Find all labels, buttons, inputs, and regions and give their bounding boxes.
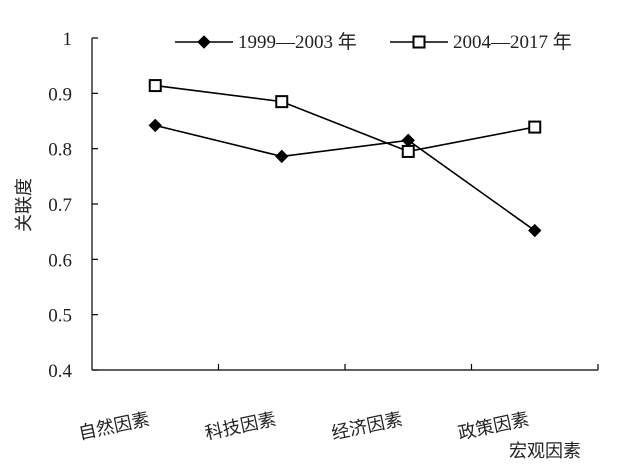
y-tick-label: 1: [63, 29, 73, 50]
category-label: 经济因素: [330, 409, 405, 445]
data-point-diamond: [197, 35, 211, 49]
y-tick-label: 0.6: [48, 250, 72, 271]
category-label: 政策因素: [456, 409, 531, 445]
series-1: [148, 118, 542, 238]
x-axis-title: 宏观因素: [509, 441, 581, 462]
data-point-diamond: [401, 133, 415, 148]
category-label: 科技因素: [203, 409, 278, 445]
axes: [91, 37, 599, 371]
category-label: 自然因素: [77, 409, 152, 445]
data-point-square: [148, 79, 162, 93]
y-tick-label: 0.5: [48, 306, 72, 327]
legend: 1999—2003 年 2004—2017 年: [175, 31, 572, 53]
y-tick-labels: 0.4 0.5 0.6 0.7 0.8 0.9 1: [48, 29, 72, 382]
series-2: [148, 79, 542, 158]
legend-label: 1999—2003 年: [238, 31, 357, 53]
data-point-diamond: [528, 223, 542, 238]
data-point-square: [275, 95, 289, 109]
series-group: [148, 79, 542, 238]
category-labels: 自然因素 科技因素 经济因素 政策因素: [77, 409, 531, 445]
data-point-diamond: [275, 149, 289, 164]
data-point-square: [401, 144, 415, 158]
y-tick-label: 0.8: [48, 140, 72, 161]
y-tick-label: 0.7: [48, 195, 72, 216]
series-line: [155, 124, 536, 232]
data-point-diamond: [148, 118, 162, 133]
y-tick-label: 0.4: [48, 361, 72, 382]
series-line: [155, 84, 535, 153]
legend-item-2: 2004—2017 年: [390, 31, 572, 53]
data-point-square: [412, 35, 426, 49]
legend-item-1: 1999—2003 年: [175, 31, 357, 53]
y-axis-title: 关联度: [14, 178, 35, 232]
legend-label: 2004—2017 年: [453, 31, 572, 53]
y-tick-label: 0.9: [48, 84, 72, 105]
data-point-square: [528, 120, 542, 134]
